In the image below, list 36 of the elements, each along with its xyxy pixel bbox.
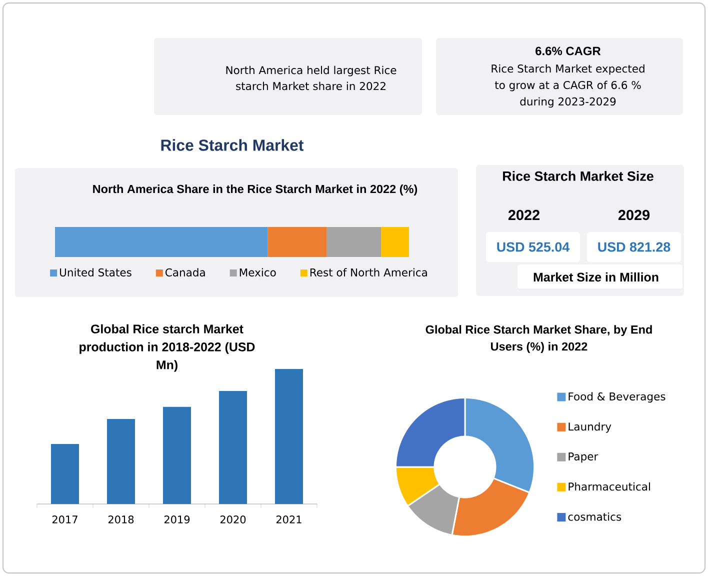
- text: 2022: [508, 210, 540, 220]
- legend-label: Paper: [568, 452, 598, 463]
- text: USD 821.28: [598, 242, 670, 252]
- bar: [268, 226, 327, 257]
- text: Rice Starch Market expected to grow at a CAGR of 6.6 % during 2023-2029: [492, 64, 644, 108]
- legend-label: Rest of North America: [310, 268, 427, 276]
- legend-label: Laundry: [568, 422, 612, 433]
- bar: [381, 226, 410, 257]
- x-tick-label: 2021: [276, 516, 302, 524]
- text: Rice Starch Market: [161, 139, 304, 151]
- legend-label: Food & Beverages: [568, 392, 666, 403]
- legend-label: cosmatics: [568, 512, 622, 521]
- text: Market Size in Million: [534, 272, 658, 282]
- text: 6.6% CAGR: [536, 46, 601, 56]
- text: North America held largest Rice starch Market share in 2022: [226, 66, 396, 90]
- chart-title: Global Rice starch Market production in 2018-2022 (USD Mn): [80, 324, 255, 372]
- legend-label: Mexico: [240, 268, 276, 276]
- bar: [163, 406, 191, 504]
- x-tick-label: 2018: [108, 516, 134, 524]
- bar: [107, 418, 135, 504]
- legend-label: Canada: [166, 268, 205, 276]
- legend-label: Pharmaceutical: [568, 482, 650, 491]
- text: 2029: [618, 210, 650, 220]
- bar: [51, 444, 79, 504]
- legend-label: United States: [60, 268, 132, 276]
- bar: [55, 226, 268, 257]
- chart-title: Global Rice Starch Market Share, by End Users (%) in 2022: [426, 325, 652, 353]
- x-tick-label: 2020: [220, 516, 246, 524]
- text: Rice Starch Market Size: [503, 171, 654, 181]
- text: USD 525.04: [497, 242, 570, 252]
- x-tick-label: 2017: [52, 516, 78, 524]
- x-tick-label: 2019: [164, 516, 190, 524]
- bar: [274, 369, 303, 504]
- bar: [326, 226, 382, 257]
- chart-title: North America Share in the Rice Starch Market in 2022 (%): [93, 184, 418, 196]
- bar: [219, 391, 247, 504]
